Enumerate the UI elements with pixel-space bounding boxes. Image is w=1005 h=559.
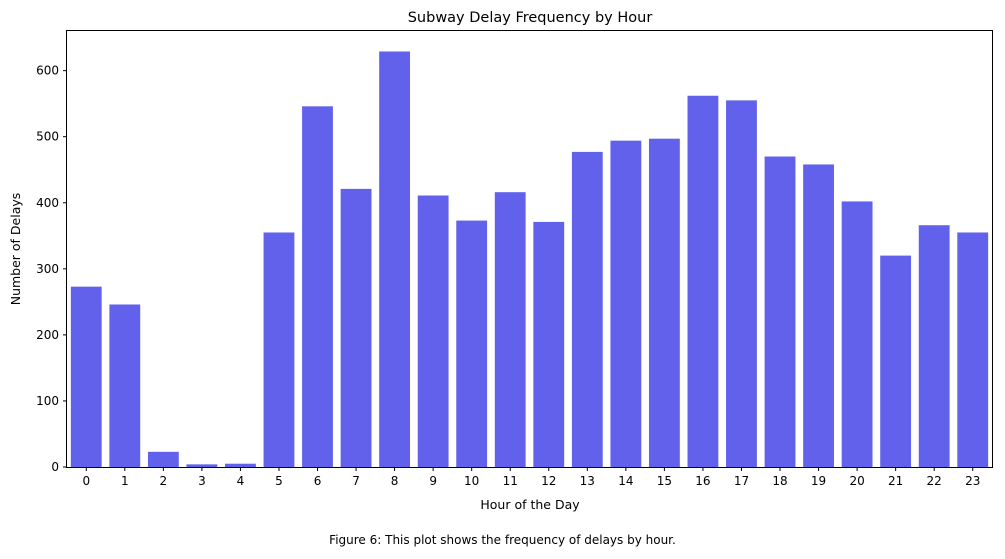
x-tick-label: 0: [82, 474, 90, 488]
bar-hour-15: [648, 138, 680, 467]
y-tick-label: 400: [36, 196, 59, 210]
y-tick-label: 100: [36, 394, 59, 408]
bar-hour-5: [263, 232, 295, 467]
y-tick-label: 500: [36, 130, 59, 144]
x-tick-label: 10: [464, 474, 479, 488]
bar-hour-3: [186, 464, 218, 467]
bar-hour-7: [340, 188, 372, 467]
y-axis-label: Number of Delays: [8, 193, 23, 306]
x-tick-label: 11: [503, 474, 518, 488]
x-axis-label: Hour of the Day: [480, 497, 580, 512]
figure-caption: Figure 6: This plot shows the frequency …: [329, 533, 676, 547]
bars-group: [70, 51, 989, 468]
y-tick-label: 600: [36, 64, 59, 78]
y-tick-label: 300: [36, 262, 59, 276]
bar-hour-9: [417, 195, 449, 468]
x-tick-label: 16: [695, 474, 710, 488]
bar-hour-14: [610, 140, 642, 467]
x-tick-label: 18: [772, 474, 787, 488]
x-tick-label: 12: [541, 474, 556, 488]
bar-hour-4: [225, 463, 256, 467]
x-tick-label: 5: [275, 474, 283, 488]
x-axis: 0 1 2 3 4 5 6 7 8 9 10 11 12 13 14 15 16 17 18 19 20 21 22 23: [82, 467, 980, 488]
bar-hour-22: [918, 225, 950, 467]
x-tick-label: 1: [121, 474, 129, 488]
bar-hour-10: [456, 220, 488, 467]
x-tick-label: 7: [352, 474, 360, 488]
x-tick-label: 21: [888, 474, 903, 488]
x-tick-label: 17: [734, 474, 749, 488]
y-tick-label: 200: [36, 328, 59, 342]
bar-hour-20: [841, 201, 873, 467]
y-axis: 0 100 200 300 400 500 600: [36, 64, 67, 474]
bar-hour-12: [533, 221, 565, 467]
plot-frame: [66, 30, 993, 468]
chart-title: Subway Delay Frequency by Hour: [408, 10, 653, 26]
x-tick-label: 23: [965, 474, 980, 488]
bar-hour-17: [726, 100, 757, 468]
x-tick-label: 9: [429, 474, 437, 488]
bar-hour-6: [302, 106, 333, 467]
x-tick-label: 14: [618, 474, 633, 488]
bar-hour-21: [880, 255, 912, 467]
x-tick-label: 3: [198, 474, 206, 488]
x-tick-label: 15: [657, 474, 672, 488]
bar-hour-16: [687, 95, 719, 468]
x-tick-label: 20: [849, 474, 864, 488]
bar-hour-13: [571, 151, 603, 467]
bar-hour-2: [147, 451, 179, 467]
x-tick-label: 13: [580, 474, 595, 488]
bar-hour-11: [494, 192, 526, 467]
x-tick-label: 2: [160, 474, 168, 488]
y-tick-label: 0: [51, 460, 59, 474]
x-tick-label: 22: [927, 474, 942, 488]
x-tick-label: 19: [811, 474, 826, 488]
bar-hour-0: [70, 286, 102, 467]
x-tick-label: 6: [314, 474, 322, 488]
bar-hour-19: [803, 164, 834, 467]
bar-hour-8: [379, 51, 411, 467]
bar-chart: Subway Delay Frequency by Hour 010020030…: [8, 10, 993, 512]
bar-hour-18: [764, 156, 796, 467]
bar-hour-1: [109, 304, 141, 467]
bar-hour-23: [957, 232, 989, 467]
x-tick-label: 4: [237, 474, 245, 488]
x-tick-label: 8: [391, 474, 399, 488]
